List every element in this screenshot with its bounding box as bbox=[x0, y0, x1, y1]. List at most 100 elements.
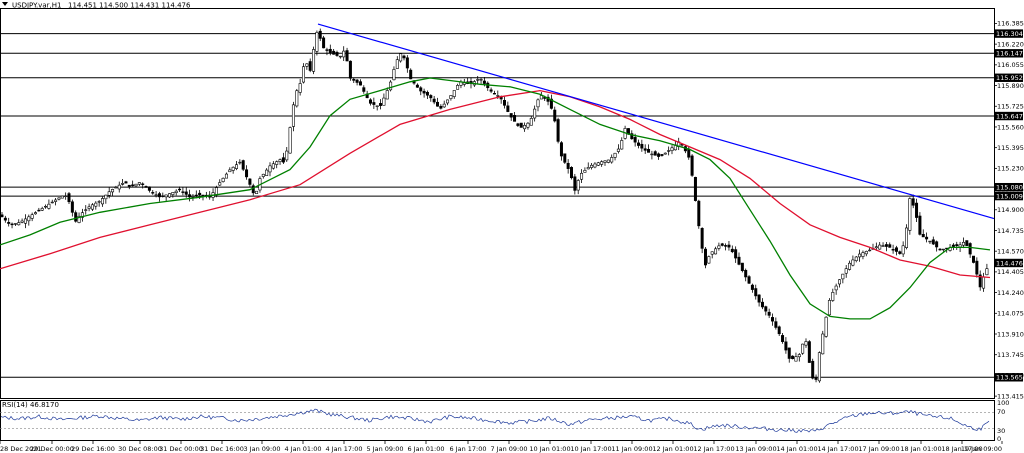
candle-body bbox=[425, 91, 429, 96]
candle-body bbox=[513, 115, 517, 122]
candle-body bbox=[385, 90, 389, 100]
rsi-plot-frame bbox=[0, 400, 995, 441]
candle-body bbox=[965, 240, 969, 246]
candle-body bbox=[854, 256, 858, 261]
candle-body bbox=[301, 66, 305, 83]
trendline[interactable] bbox=[317, 23, 995, 220]
ma-slow-line[interactable] bbox=[0, 89, 991, 279]
candle-body bbox=[781, 335, 785, 342]
candle-body bbox=[727, 244, 731, 248]
candle-body bbox=[616, 148, 620, 152]
candle-body bbox=[985, 268, 989, 276]
candle-body bbox=[492, 93, 496, 95]
ohlc-readout: 114.451 114.500 114.431 114.476 bbox=[68, 2, 191, 10]
price-tag-label: 115.009 bbox=[996, 192, 1023, 200]
candle-body bbox=[740, 262, 744, 271]
y-tick-label: 116.220 bbox=[997, 40, 1024, 48]
candle-body bbox=[563, 153, 567, 163]
rsi-line[interactable] bbox=[0, 408, 990, 433]
candle-body bbox=[171, 192, 175, 195]
candle-body bbox=[268, 165, 272, 173]
candle-body bbox=[117, 184, 121, 190]
candle-body bbox=[379, 103, 383, 106]
candle-body bbox=[476, 79, 480, 81]
candle-body bbox=[90, 204, 94, 210]
candle-body bbox=[931, 239, 935, 245]
x-tick-label: 12 Jan 01:00 bbox=[652, 445, 693, 453]
candle-body bbox=[251, 185, 255, 194]
candle-body bbox=[44, 205, 48, 208]
candle-body bbox=[201, 194, 205, 197]
candle-body bbox=[47, 203, 51, 209]
candle-body bbox=[402, 55, 406, 59]
candle-body bbox=[647, 148, 651, 153]
candle-body bbox=[549, 98, 553, 109]
candle-body bbox=[10, 223, 14, 226]
candle-body bbox=[603, 160, 607, 163]
candle-body bbox=[975, 260, 979, 275]
candle-body bbox=[291, 104, 295, 127]
candle-body bbox=[827, 300, 831, 316]
candle-body bbox=[693, 176, 697, 201]
x-tick-label: 7 Jan 09:00 bbox=[490, 445, 527, 453]
candle-body bbox=[325, 49, 329, 51]
candle-body bbox=[821, 333, 825, 355]
candle-body bbox=[389, 81, 393, 91]
candle-body bbox=[667, 150, 671, 152]
candle-body bbox=[70, 201, 74, 213]
candle-body bbox=[804, 341, 808, 346]
symbol-label[interactable]: USDJPY.var,H1 bbox=[12, 2, 61, 10]
candle-body bbox=[968, 243, 972, 255]
x-tick-label: 10 Jan 17:00 bbox=[570, 445, 611, 453]
candle-body bbox=[422, 90, 426, 94]
price-tag-label: 113.565 bbox=[996, 374, 1023, 382]
candle-body bbox=[107, 191, 111, 196]
candle-body bbox=[824, 316, 828, 337]
candle-body bbox=[707, 256, 711, 264]
x-tick-label: 3 Jan 09:00 bbox=[243, 445, 280, 453]
candle-body bbox=[717, 245, 721, 249]
candle-body bbox=[275, 161, 279, 165]
candle-body bbox=[764, 306, 768, 312]
candle-body bbox=[670, 147, 674, 152]
candle-body bbox=[214, 187, 218, 196]
candle-body bbox=[898, 251, 902, 254]
candle-body bbox=[636, 142, 640, 146]
symbol-dropdown-icon[interactable] bbox=[2, 2, 8, 6]
candle-body bbox=[442, 103, 446, 108]
y-tick-label: 114.075 bbox=[997, 310, 1024, 318]
candles bbox=[0, 28, 989, 383]
candle-body bbox=[794, 356, 798, 362]
candle-body bbox=[131, 184, 135, 187]
candle-body bbox=[318, 30, 322, 39]
candle-body bbox=[439, 105, 443, 109]
candle-body bbox=[312, 49, 316, 72]
candle-body bbox=[690, 155, 694, 176]
candle-body bbox=[640, 143, 644, 149]
candle-body bbox=[884, 244, 888, 247]
ma-fast-line[interactable] bbox=[0, 77, 991, 320]
x-tick-label: 28 Dec 2021 bbox=[0, 445, 42, 453]
candle-body bbox=[908, 198, 912, 231]
price-tag-label: 116.147 bbox=[996, 50, 1023, 58]
candle-body bbox=[228, 169, 232, 173]
candle-body bbox=[660, 154, 664, 156]
price-tag-box bbox=[994, 258, 1023, 268]
candle-body bbox=[198, 192, 202, 196]
candle-body bbox=[218, 182, 222, 186]
candle-body bbox=[720, 243, 724, 246]
candle-body bbox=[814, 377, 818, 380]
candle-body bbox=[864, 251, 868, 255]
candle-body bbox=[971, 255, 975, 263]
candle-body bbox=[697, 200, 701, 227]
price-tag-box bbox=[994, 191, 1023, 201]
candle-body bbox=[687, 148, 691, 158]
candle-body bbox=[348, 60, 352, 79]
x-tick-label: 6 Jan 17:00 bbox=[449, 445, 486, 453]
candle-body bbox=[891, 249, 895, 251]
candle-body bbox=[452, 90, 456, 97]
candle-body bbox=[178, 188, 182, 191]
rsi-level-30: 30 bbox=[997, 427, 1005, 435]
candle-body bbox=[338, 55, 342, 58]
